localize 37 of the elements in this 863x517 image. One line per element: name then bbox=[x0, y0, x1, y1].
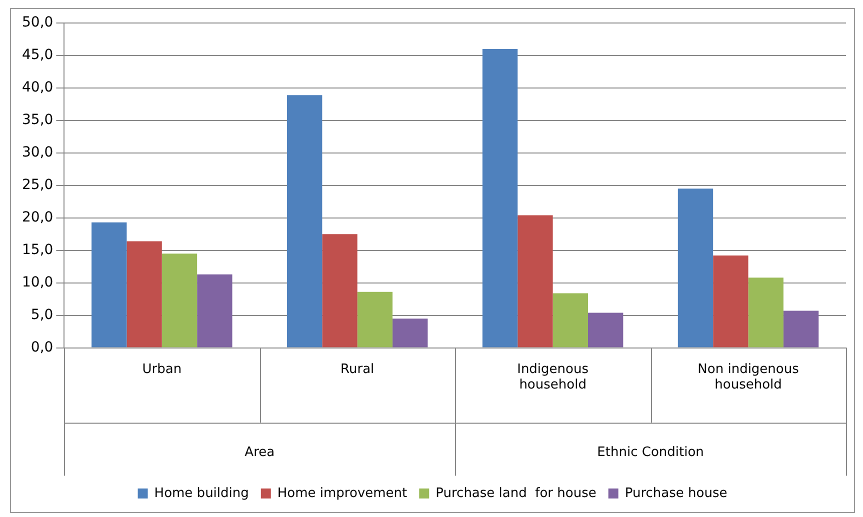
bar bbox=[713, 256, 748, 348]
legend-label: Purchase land for house bbox=[436, 486, 596, 501]
legend-label: Home improvement bbox=[277, 486, 408, 501]
bar bbox=[392, 318, 428, 348]
bar bbox=[286, 95, 322, 348]
bar bbox=[322, 234, 358, 348]
bar bbox=[357, 292, 393, 348]
y-tick-label: 40,0 bbox=[22, 80, 54, 96]
y-tick-label: 15,0 bbox=[22, 242, 54, 258]
y-tick-label: 50,0 bbox=[22, 14, 54, 31]
x-tick-label: Non indigenous household bbox=[698, 362, 800, 393]
x-tick-label: Rural bbox=[340, 362, 374, 377]
legend-label: Purchase house bbox=[624, 486, 728, 501]
x-tick-label: Indigenous household bbox=[517, 362, 589, 393]
legend-label: Home building bbox=[154, 486, 249, 501]
y-tick-label: 25,0 bbox=[22, 177, 54, 194]
bar bbox=[518, 215, 553, 348]
bar bbox=[162, 254, 198, 348]
y-tick-label: 20,0 bbox=[22, 210, 54, 226]
bar bbox=[678, 188, 714, 348]
bar bbox=[783, 310, 819, 348]
y-tick-label: 45,0 bbox=[22, 47, 54, 64]
x-tick-label: Urban bbox=[142, 362, 182, 377]
bar bbox=[552, 293, 588, 348]
y-tick-label: 10,0 bbox=[22, 274, 54, 290]
bar bbox=[126, 241, 162, 348]
bar bbox=[92, 222, 127, 348]
text: Area bbox=[244, 445, 275, 460]
bar bbox=[482, 48, 518, 348]
y-tick-label: 0,0 bbox=[30, 339, 54, 356]
bar bbox=[588, 312, 624, 348]
bar bbox=[748, 278, 784, 348]
text: Ethnic Condition bbox=[597, 445, 704, 460]
y-tick-label: 35,0 bbox=[22, 112, 54, 128]
bar bbox=[197, 274, 232, 348]
y-tick-label: 30,0 bbox=[22, 144, 54, 161]
y-tick-label: 5,0 bbox=[30, 306, 54, 323]
